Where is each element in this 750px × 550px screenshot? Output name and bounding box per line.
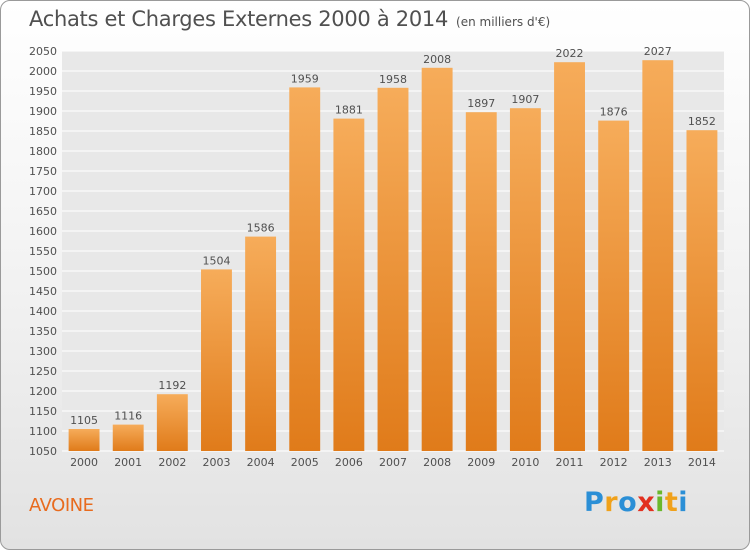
bar [421,67,453,452]
y-tick-label: 1050 [29,445,57,458]
bar [686,130,718,451]
bar [112,424,144,451]
bar [156,394,188,451]
y-tick-label: 2000 [29,65,57,78]
town-name: AVOINE [29,495,94,516]
logo-letter: r [604,487,619,518]
bar-value-label: 1881 [335,104,363,117]
bar-value-label: 1907 [511,93,539,106]
logo-letter: i [655,487,665,518]
bar [509,108,541,451]
bar-value-label: 1116 [114,410,142,423]
bar [465,112,497,451]
x-tick-label: 2014 [688,456,716,469]
bar-value-label: 2027 [644,45,672,58]
bar [68,429,100,451]
logo-letter: i [678,487,689,518]
bar [333,118,365,451]
y-tick-label: 1950 [29,85,57,98]
y-tick-label: 1400 [29,305,57,318]
y-tick-label: 2050 [29,45,57,58]
bar [201,269,232,451]
x-tick-label: 2004 [247,456,275,469]
x-tick-label: 2010 [511,456,539,469]
y-tick-label: 1750 [29,165,57,178]
chart-title: Achats et Charges Externes 2000 à 2014 (e… [29,7,550,31]
y-tick-label: 1600 [29,225,57,238]
bar-value-label: 1586 [247,222,275,235]
bar-value-label: 1192 [158,379,186,392]
x-tick-label: 2008 [423,456,451,469]
bar-value-label: 1105 [70,414,98,427]
y-tick-label: 1550 [29,245,57,258]
y-tick-label: 1450 [29,285,57,298]
chart-title-text: Achats et Charges Externes 2000 à 2014 [29,7,449,31]
y-tick-label: 1800 [29,145,57,158]
x-tick-label: 2005 [291,456,319,469]
bar [289,87,321,452]
y-tick-label: 1650 [29,205,57,218]
logo-letter: x [637,487,656,518]
bar-value-label: 1958 [379,73,407,86]
bar-value-label: 1876 [600,106,628,119]
y-tick-label: 1500 [29,265,57,278]
logo-letter: t [664,487,679,518]
bar-value-label: 2022 [556,47,584,60]
x-axis-ticks: 2000 2001 2002 2003 2004 2005 2006 2007 2008 2009… [70,456,716,469]
x-tick-label: 2007 [379,456,407,469]
bar-value-label: 1852 [688,115,716,128]
y-tick-label: 1150 [29,405,57,418]
y-tick-label: 1300 [29,345,57,358]
x-tick-label: 2011 [556,456,584,469]
y-tick-label: 1900 [29,105,57,118]
bar [377,87,409,452]
y-tick-label: 1350 [29,325,57,338]
chart-subtitle: (en milliers d'€) [456,15,551,29]
bar [598,120,630,451]
y-axis-ticks: 1050 1100 1150 1200 1250 1300 1350 1400 1450 1500… [29,45,57,458]
x-tick-label: 2000 [70,456,98,469]
bar-value-label: 1897 [467,97,495,110]
x-tick-label: 2013 [644,456,672,469]
y-tick-label: 1700 [29,185,57,198]
bar-value-label: 1959 [291,72,319,85]
logo-letter: P [584,487,605,518]
x-tick-label: 2002 [158,456,186,469]
proxiti-logo: Proxiti [584,487,688,518]
logo-letter: o [618,487,638,518]
y-tick-label: 1850 [29,125,57,138]
bar [554,62,585,451]
y-tick-label: 1100 [29,425,57,438]
bar [642,60,674,451]
x-tick-label: 2006 [335,456,363,469]
x-tick-label: 2003 [202,456,230,469]
x-tick-label: 2012 [600,456,628,469]
y-tick-label: 1200 [29,385,57,398]
x-tick-label: 2001 [114,456,142,469]
bar-value-label: 1504 [202,254,230,267]
bar [245,236,277,451]
bar-value-label: 2008 [423,53,451,66]
y-tick-label: 1250 [29,365,57,378]
bars: 1105 1116 1192 1504 1586 1959 1881 1958 2008 1897… [68,45,718,452]
x-tick-label: 2009 [467,456,495,469]
